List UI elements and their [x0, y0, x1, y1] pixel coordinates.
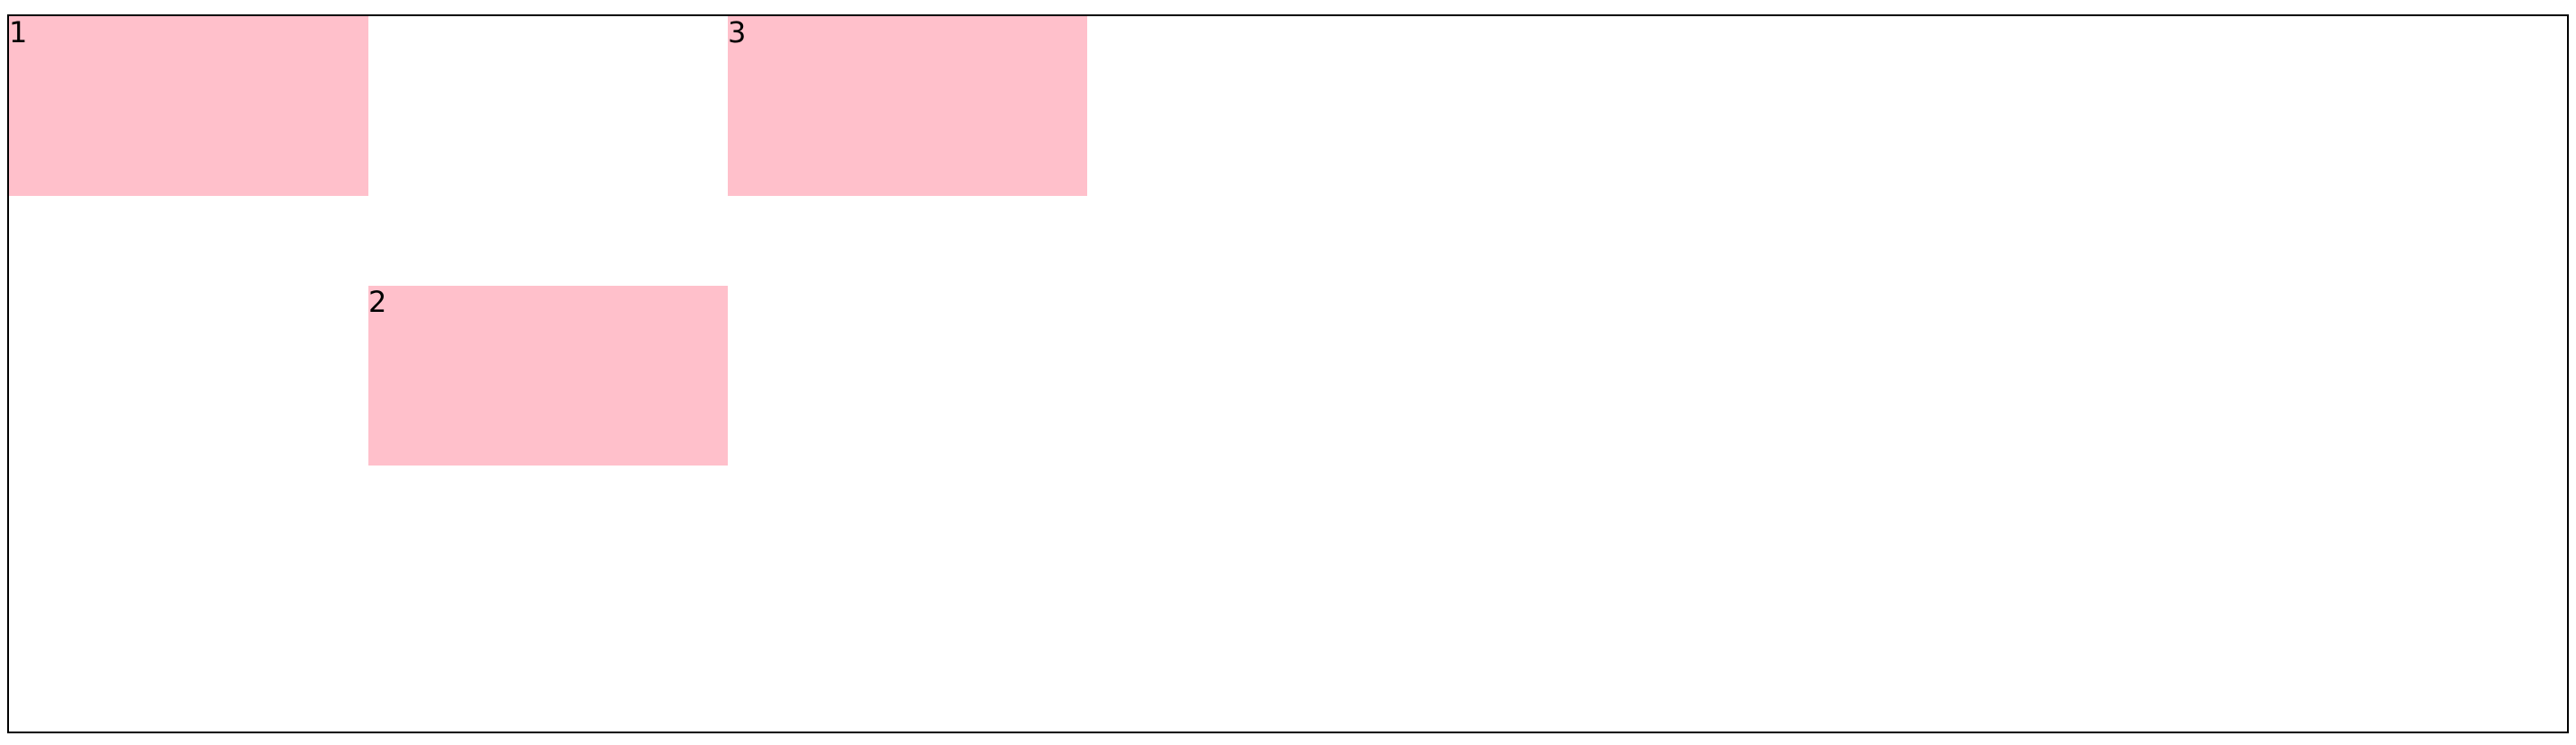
- box-1: 1: [9, 16, 368, 196]
- box-3: 3: [728, 16, 1087, 196]
- box-2: 2: [368, 286, 728, 466]
- layout-container: 1 2 3: [7, 14, 2569, 733]
